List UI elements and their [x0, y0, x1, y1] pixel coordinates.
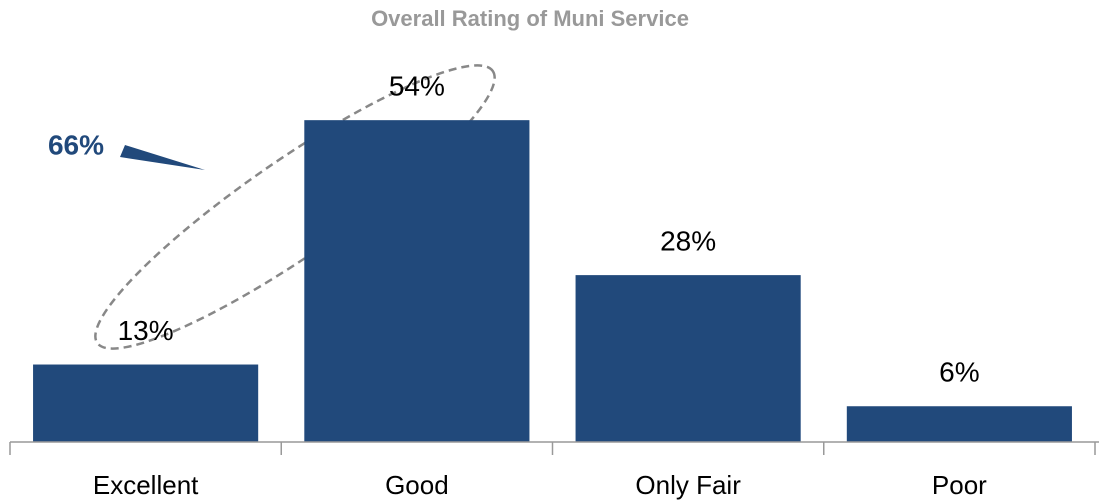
annotation-arrow — [120, 145, 205, 170]
x-tick-label: Excellent — [93, 470, 199, 500]
bar — [304, 120, 530, 442]
bar — [575, 275, 801, 442]
value-label: 54% — [389, 71, 445, 102]
value-label: 6% — [939, 357, 979, 388]
value-label: 28% — [660, 226, 716, 257]
x-tick-label: Only Fair — [635, 470, 741, 500]
bar — [33, 364, 259, 442]
value-label: 13% — [118, 315, 174, 346]
bar — [846, 406, 1072, 442]
chart-title: Overall Rating of Muni Service — [371, 6, 689, 31]
x-tick-label: Good — [385, 470, 449, 500]
x-tick-label: Poor — [932, 470, 987, 500]
bars — [33, 120, 1072, 442]
annotation: 66% — [48, 129, 104, 160]
